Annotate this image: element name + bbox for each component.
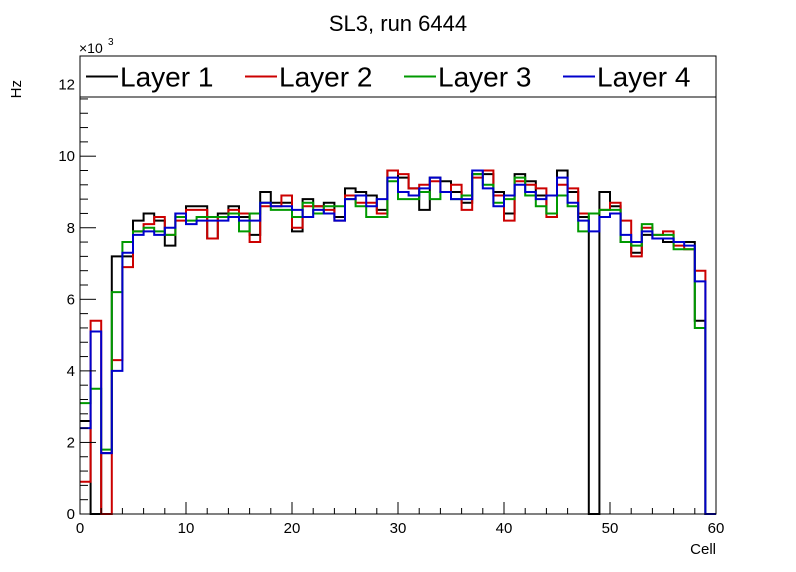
y-tick-label: 6 xyxy=(67,291,75,308)
series-line-layer-4 xyxy=(80,169,716,515)
y-tick-label: 10 xyxy=(58,148,75,165)
x-tick-label: 40 xyxy=(496,520,513,537)
legend-label-layer-2: Layer 2 xyxy=(279,62,372,93)
y-multiplier-exponent: 3 xyxy=(108,37,114,48)
x-tick-label: 10 xyxy=(178,520,195,537)
x-tick-label: 60 xyxy=(708,520,725,537)
x-tick-label: 30 xyxy=(390,520,407,537)
y-multiplier: ×10 3 xyxy=(79,37,114,56)
y-tick-label: 4 xyxy=(67,363,75,380)
x-axis-label: Cell xyxy=(690,541,716,558)
series-line-layer-3 xyxy=(80,173,716,515)
legend-label-layer-4: Layer 4 xyxy=(597,62,690,93)
chart-title: SL3, run 6444 xyxy=(329,11,467,36)
y-tick-label: 12 xyxy=(58,77,75,94)
y-axis-label: Hz xyxy=(8,80,25,98)
legend: Layer 1 Layer 2 Layer 3 Layer 4 xyxy=(79,55,717,98)
plot-frame xyxy=(79,55,717,515)
legend-label-layer-1: Layer 1 xyxy=(120,62,213,93)
legend-label-layer-3: Layer 3 xyxy=(438,62,531,93)
y-multiplier-base: ×10 xyxy=(79,40,103,56)
x-tick-label: 0 xyxy=(76,520,84,537)
series-group xyxy=(80,169,716,515)
y-tick-label: 0 xyxy=(67,506,75,523)
axes: 0 10 20 30 40 50 60 0 2 4 6 8 10 12 xyxy=(58,55,725,537)
y-tick-label: 2 xyxy=(67,434,75,451)
y-tick-label: 8 xyxy=(67,220,75,237)
legend-box xyxy=(79,55,717,98)
x-tick-label: 50 xyxy=(602,520,619,537)
x-tick-label: 20 xyxy=(284,520,301,537)
